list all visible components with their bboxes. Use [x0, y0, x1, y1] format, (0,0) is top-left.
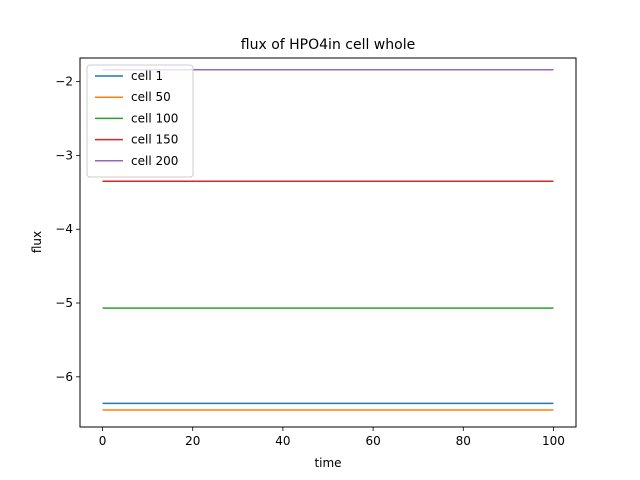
legend-label: cell 50	[131, 90, 171, 104]
x-tick-label: 100	[542, 434, 565, 448]
x-tick-label: 60	[365, 434, 380, 448]
legend-label: cell 100	[131, 111, 178, 125]
y-tick-label: −6	[55, 370, 73, 384]
legend-label: cell 150	[131, 133, 178, 147]
chart-title: flux of HPO4in cell whole	[241, 37, 415, 53]
y-axis: −6 −5 −4 −3 −2	[55, 75, 80, 384]
y-tick-label: −5	[55, 296, 73, 310]
legend-label: cell 1	[131, 69, 163, 83]
y-axis-label: flux	[30, 231, 44, 253]
y-tick-label: −3	[55, 148, 73, 162]
plot-area-frame	[79, 57, 577, 428]
legend: cell 1 cell 50 cell 100 cell 150 cell 200	[86, 64, 194, 178]
x-axis-label: time	[314, 456, 341, 470]
y-tick-label: −4	[55, 222, 73, 236]
x-tick-label: 20	[185, 434, 200, 448]
x-tick-label: 80	[456, 434, 471, 448]
x-axis: 0 20 40 60 80 100	[99, 427, 565, 448]
x-tick-label: 40	[275, 434, 290, 448]
legend-label: cell 200	[131, 154, 178, 168]
y-tick-label: −2	[55, 75, 73, 89]
legend-box	[86, 64, 194, 178]
x-tick-label: 0	[99, 434, 107, 448]
series-layer	[102, 69, 554, 411]
